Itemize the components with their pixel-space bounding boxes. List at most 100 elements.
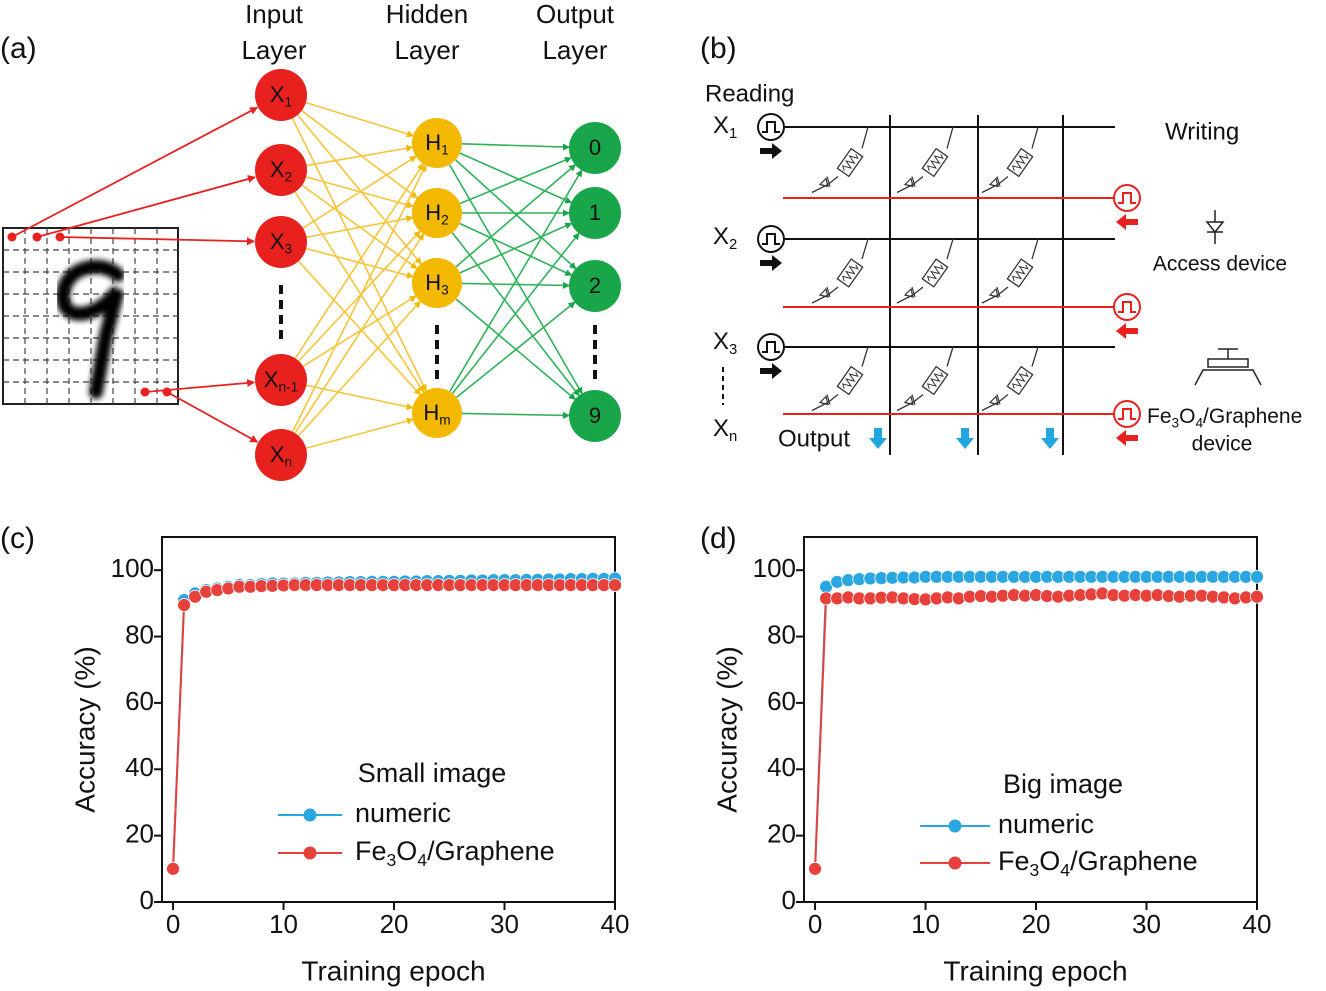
device-lead <box>811 126 869 194</box>
label: H3 <box>425 270 448 297</box>
y-tick-label: 100 <box>111 553 154 583</box>
label: 1 <box>589 200 601 225</box>
access-diode <box>818 394 831 406</box>
node <box>569 260 621 312</box>
pulse-source <box>757 225 785 253</box>
plot-frame <box>803 536 1258 903</box>
writing-label: Writing <box>1165 118 1239 145</box>
data-point <box>177 598 191 612</box>
formula: Fe3O4/Graphene <box>998 846 1198 880</box>
layer-title: Input <box>245 0 304 29</box>
connection <box>449 169 583 392</box>
label: 2 <box>589 273 601 298</box>
memristor-cell <box>811 346 869 412</box>
write-arrow <box>1116 430 1138 446</box>
memristor-cell <box>981 238 1039 304</box>
x-tick-label: 20 <box>1022 909 1051 939</box>
connection <box>305 417 414 450</box>
data-point <box>1250 589 1264 604</box>
formula-sub: 3 <box>387 850 397 870</box>
formula-sub: 4 <box>417 850 427 870</box>
pulse <box>762 341 780 353</box>
layer-title: Hidden <box>386 0 468 29</box>
fe-device-icon <box>1194 348 1262 386</box>
y-tick-label: 100 <box>753 553 796 583</box>
pixel-dot <box>162 387 172 397</box>
memristor-cell <box>981 346 1039 412</box>
pixel-dot <box>55 232 65 242</box>
output-arrow <box>1041 428 1059 449</box>
formula-part: numeric <box>355 798 451 828</box>
connection <box>296 114 422 265</box>
label: X1 <box>270 82 292 109</box>
access-diode <box>988 394 1001 406</box>
label: Xn <box>713 415 737 445</box>
formula-part: Fe <box>998 846 1030 876</box>
label: X1 <box>713 112 737 142</box>
node <box>412 188 462 238</box>
label-sub: 1 <box>441 142 449 157</box>
access-diode <box>988 176 1001 188</box>
connection <box>306 384 414 411</box>
device-body <box>836 258 864 288</box>
layer-title: Layer <box>542 35 607 65</box>
connection <box>454 159 577 270</box>
reading-label: Reading <box>705 80 794 107</box>
fe-device-label: device <box>1192 433 1253 456</box>
connection <box>459 156 572 205</box>
connection <box>459 222 573 274</box>
pulse-source <box>757 333 785 361</box>
y-axis-label: Accuracy (%) <box>711 646 742 812</box>
label-sub: 2 <box>729 237 737 253</box>
y-tick-label: 0 <box>140 885 154 915</box>
device-lead <box>896 126 954 194</box>
node <box>569 187 621 239</box>
y-tick-label: 40 <box>125 752 154 782</box>
node <box>255 144 307 196</box>
node <box>569 390 621 442</box>
panel-label: (a) <box>0 32 37 65</box>
connection <box>305 101 415 138</box>
access-diode <box>903 176 916 188</box>
label-base: X <box>270 157 285 182</box>
input-arrow <box>36 175 256 238</box>
device-zigzag <box>1011 372 1029 389</box>
connection <box>291 164 427 433</box>
memristor-cell <box>896 238 954 304</box>
formula: numeric <box>355 798 451 828</box>
data-point <box>608 578 622 593</box>
access-label: Access device <box>1153 253 1287 276</box>
formula-part: O <box>396 836 417 866</box>
layer-title: Layer <box>241 35 306 65</box>
device-body <box>836 147 864 178</box>
label-sub: n <box>729 429 737 445</box>
x-tick-label: 20 <box>380 909 409 939</box>
label: Hm <box>423 400 450 427</box>
node <box>255 429 307 481</box>
output-label: Output <box>778 425 850 452</box>
device-body <box>921 258 949 288</box>
formula-sub: 3 <box>1172 415 1180 430</box>
node <box>569 122 621 174</box>
connection <box>306 215 414 239</box>
node <box>412 118 462 168</box>
connection <box>451 232 580 394</box>
connection <box>297 260 421 396</box>
panel-label: (d) <box>700 522 737 555</box>
label-base: X <box>713 112 729 139</box>
formula-part: numeric <box>998 809 1094 839</box>
label-sub: 1 <box>285 94 293 109</box>
legend-marker <box>303 808 317 822</box>
formula-part: Fe <box>1147 405 1172 428</box>
connection <box>297 300 421 437</box>
device-zigzag <box>926 154 944 171</box>
connection <box>459 152 573 204</box>
formula-part: /Graphene <box>427 836 555 866</box>
legend-marker <box>303 846 317 860</box>
node <box>412 388 462 438</box>
x-tick-label: 0 <box>166 909 180 939</box>
pulse-source <box>757 113 785 141</box>
connection <box>294 191 425 393</box>
device-zigzag <box>1011 154 1029 171</box>
